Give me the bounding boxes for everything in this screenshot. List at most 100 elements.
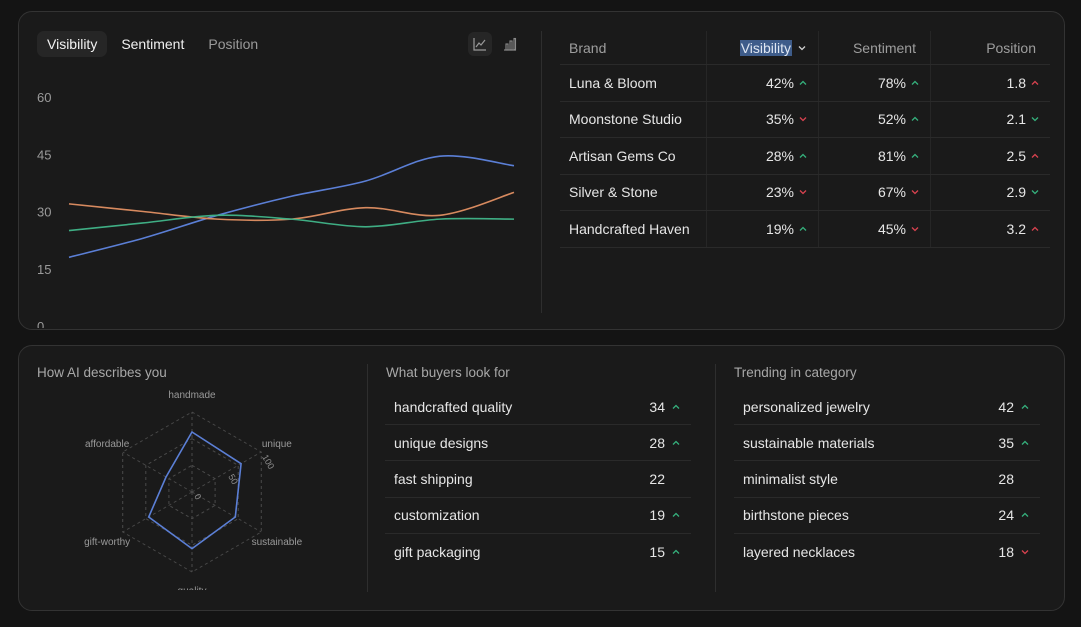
position-cell: 2.5 <box>931 138 1050 174</box>
table-row[interactable]: Silver & Stone 23% 67% 2.9 <box>560 174 1050 211</box>
y-tick-label: 60 <box>37 90 51 105</box>
table-row[interactable]: Handcrafted Haven 19% 45% 3.2 <box>560 211 1050 248</box>
position-cell: 2.9 <box>931 175 1050 211</box>
list-item[interactable]: unique designs 28 <box>385 425 691 462</box>
brand-cell: Luna & Bloom <box>560 65 707 101</box>
visibility-cell: 23% <box>707 174 819 210</box>
item-value: 15 <box>649 543 665 560</box>
radar-axis-label: quality <box>178 586 207 590</box>
item-count: 18 <box>998 544 1030 560</box>
series-line-3 <box>68 214 515 232</box>
table-row[interactable]: Moonstone Studio 35% 52% 2.1 <box>560 101 1050 138</box>
table-body: Luna & Bloom 42% 78% 1.8 Moonstone Studio 35%… <box>560 65 1050 248</box>
list-item[interactable]: customization 19 <box>385 498 691 534</box>
sentiment-value: 81% <box>877 147 906 164</box>
line-chart-icon <box>473 38 486 51</box>
position-value: 2.5 <box>1006 147 1026 164</box>
item-label: minimalist style <box>743 470 838 487</box>
list-item[interactable]: gift packaging 15 <box>385 534 691 570</box>
brand-cell: Artisan Gems Co <box>560 138 707 174</box>
trend-up-icon <box>799 153 807 158</box>
sentiment-cell: 52% <box>819 101 931 137</box>
radar-grid-ring <box>145 438 239 546</box>
item-value: 28 <box>649 434 665 451</box>
item-count: 28 <box>998 471 1030 487</box>
section-divider <box>715 364 716 592</box>
position-column-header[interactable]: Position <box>986 39 1036 56</box>
trend-down-icon <box>911 190 919 195</box>
brand-cell: Handcrafted Haven <box>560 211 707 247</box>
radar-axis-label: handmade <box>168 390 216 401</box>
bar-chart-icon <box>504 37 517 51</box>
visibility-cell: 42% <box>707 65 819 101</box>
trend-up-icon <box>1021 512 1029 518</box>
radar-section-title: How AI describes you <box>37 365 167 380</box>
item-label: personalized jewelry <box>743 398 870 415</box>
radar-scale-label: 50 <box>226 472 240 486</box>
list-item[interactable]: handcrafted quality 34 <box>385 389 691 426</box>
brand-column-header[interactable]: Brand <box>560 31 707 64</box>
trend-up-icon <box>1031 153 1039 158</box>
trend-up-icon <box>1031 80 1039 85</box>
buyers-section-title: What buyers look for <box>386 365 510 380</box>
tab-visibility[interactable]: Visibility <box>37 31 108 57</box>
tab-position[interactable]: Position <box>208 36 259 52</box>
visibility-column-header[interactable]: Visibility <box>707 31 819 64</box>
table-row[interactable]: Artisan Gems Co 28% 81% 2.5 <box>560 138 1050 175</box>
item-count: 22 <box>649 471 681 487</box>
trend-up-icon <box>1021 440 1029 445</box>
item-count: 15 <box>649 544 681 560</box>
trend-down-icon <box>1031 190 1039 195</box>
visibility-panel: Visibility Sentiment Position 60 45 30 15 0 … <box>18 11 1065 330</box>
radar-axis-label: affordable <box>85 439 130 450</box>
radar-axis-line <box>191 491 262 533</box>
brand-cell: Moonstone Studio <box>560 101 707 137</box>
sentiment-value: 67% <box>877 184 906 201</box>
radar-axis-line <box>191 451 262 493</box>
item-value: 18 <box>998 543 1014 560</box>
visibility-cell: 35% <box>707 101 819 137</box>
table-row[interactable]: Luna & Bloom 42% 78% 1.8 <box>560 65 1050 102</box>
visibility-value: 23% <box>765 184 794 201</box>
y-tick-label: 45 <box>37 147 51 162</box>
sentiment-column-header[interactable]: Sentiment <box>819 31 931 64</box>
line-chart-toggle-button[interactable] <box>468 32 492 56</box>
trend-up-icon <box>799 80 807 85</box>
item-value: 28 <box>998 470 1014 487</box>
visibility-line-chart: 60 45 30 15 0 <box>37 90 515 328</box>
list-item[interactable]: layered necklaces 18 <box>734 534 1040 570</box>
position-cell: 3.2 <box>931 211 1050 247</box>
sentiment-cell: 81% <box>819 138 931 174</box>
list-item[interactable]: birthstone pieces 24 <box>734 498 1040 534</box>
y-tick-label: 30 <box>37 205 51 220</box>
buyers-list: handcrafted quality 34 unique designs 28 fas… <box>385 389 691 570</box>
radar-axis-label: gift-worthy <box>84 537 130 548</box>
sentiment-cell: 78% <box>819 65 931 101</box>
item-value: 24 <box>998 507 1014 524</box>
radar-axis-label: sustainable <box>252 537 303 548</box>
sentiment-cell: 45% <box>819 211 931 247</box>
tab-sentiment[interactable]: Sentiment <box>121 36 185 52</box>
list-item[interactable]: minimalist style 28 <box>734 461 1040 498</box>
bar-chart-toggle-button[interactable] <box>498 32 522 56</box>
brand-cell: Silver & Stone <box>560 174 707 210</box>
trending-list: personalized jewelry 42 sustainable materi… <box>734 389 1040 570</box>
y-tick-label: 0 <box>37 319 44 328</box>
item-count: 42 <box>998 399 1030 415</box>
brand-table: Brand Visibility Sentiment Position Luna… <box>560 31 1050 248</box>
chevron-down-icon <box>798 45 806 50</box>
metric-tabs: Visibility Sentiment Position <box>37 31 268 57</box>
list-item[interactable]: personalized jewelry 42 <box>734 389 1040 426</box>
sentiment-cell: 67% <box>819 174 931 210</box>
trend-up-icon <box>672 440 680 445</box>
visibility-value: 28% <box>765 147 794 164</box>
item-label: unique designs <box>394 434 489 451</box>
brand-name: Handcrafted Haven <box>569 220 690 237</box>
item-value: 34 <box>649 398 665 415</box>
section-divider <box>367 364 368 592</box>
item-count: 19 <box>649 507 681 523</box>
list-item[interactable]: fast shipping 22 <box>385 461 691 498</box>
panel-divider <box>541 31 542 313</box>
list-item[interactable]: sustainable materials 35 <box>734 425 1040 462</box>
item-label: handcrafted quality <box>394 398 513 415</box>
